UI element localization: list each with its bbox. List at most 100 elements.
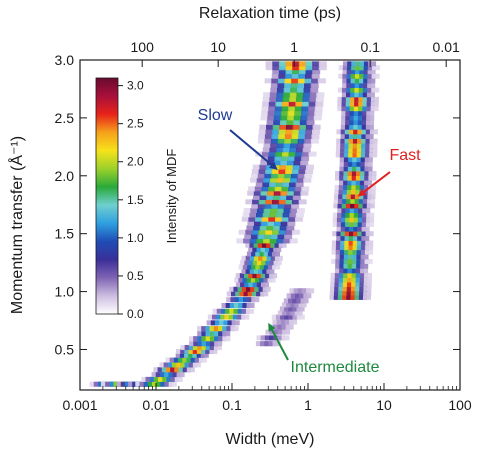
heatmap-cell [260,160,269,166]
heatmap-cell [275,101,284,107]
colorbar-tick-label: 1.5 [127,193,144,207]
heatmap-cell [293,115,302,121]
heatmap-cell [300,190,309,196]
heatmap-cell [361,240,370,246]
heatmap-cell [186,357,195,363]
heatmap-cell [340,221,349,227]
heatmap-cell [213,345,222,351]
heatmap-cell [299,124,308,130]
heatmap-cell [363,189,372,195]
heatmap-cell [350,203,359,209]
heatmap-cell [283,177,292,183]
heatmap-cell [165,357,174,363]
heatmap-cell [155,372,164,378]
heatmap-cell [238,277,247,283]
heatmap-cell [230,297,239,303]
heatmap-cell [261,186,270,192]
heatmap-cell [271,229,280,235]
heatmap-cell [341,96,350,102]
heatmap-cell [351,166,360,172]
heatmap-cell [286,310,295,316]
heatmap-cell [276,177,285,183]
heatmap-cell [351,184,360,190]
x-tick-label: 1 [304,397,312,413]
heatmap-cell [213,331,222,337]
heatmap-cell [261,110,270,116]
heatmap-cell [265,229,274,235]
heatmap-cell [343,170,352,176]
heatmap-cell [349,124,358,130]
heatmap-cell [252,199,261,205]
heatmap-cell [367,73,376,79]
heatmap-cell [348,143,357,149]
heatmap-cell [252,273,261,279]
heatmap-cell [277,138,286,144]
heatmap-cell [269,181,278,187]
heatmap-cell [345,96,354,102]
heatmap-cell [343,184,352,190]
colorbar-tick-label: 3.0 [127,79,144,93]
heatmap-cell [272,69,281,75]
heatmap-cell [253,255,262,261]
heatmap-cell [269,147,278,153]
heatmap-cell [370,106,379,112]
heatmap-cell [192,362,201,368]
heatmap-cell [230,291,239,297]
heatmap-cell [304,82,313,88]
heatmap-cell [340,147,349,153]
heatmap-cell [241,286,250,292]
heatmap-cell [336,235,345,241]
heatmap-cell [360,268,369,274]
heatmap-cell [260,115,269,121]
heatmap-cell [348,231,357,237]
heatmap-cell [309,96,318,102]
heatmap-cell [361,129,370,135]
heatmap-cell [217,326,226,332]
heatmap-cell [244,282,253,288]
heatmap-cell [226,291,235,297]
heatmap-cell [273,225,282,231]
heatmap-cell [287,190,296,196]
heatmap-cell [241,268,250,274]
heatmap-cell [360,147,369,153]
heatmap-cell [267,277,276,283]
heatmap-cell [352,258,361,264]
heatmap-cell [349,129,358,135]
heatmap-cell [269,92,278,98]
heatmap-cell [304,78,313,84]
heatmap-cell [295,181,304,187]
heatmap-cell [364,180,373,186]
heatmap-cell [188,362,197,368]
heatmap-cell [342,198,351,204]
heatmap-cell [337,101,346,107]
heatmap-cell [365,133,374,139]
heatmap-cell [340,235,349,241]
heatmap-cell [255,264,264,270]
heatmap-cell [289,238,298,244]
heatmap-cell [256,208,265,214]
heatmap-cell [259,225,268,231]
heatmap-cell [89,381,98,387]
heatmap-cell [350,73,359,79]
heatmap-cell [358,208,367,214]
heatmap-cell [348,245,357,251]
heatmap-cell [337,294,346,300]
heatmap-cell [357,226,366,232]
heatmap-cell [318,65,327,71]
heatmap-cell [271,168,280,174]
heatmap-cell [259,251,268,257]
heatmap-cell [256,273,265,279]
heatmap-cell [305,124,314,130]
heatmap-cell [270,234,279,240]
heatmap-cell [253,190,262,196]
heatmap-cell [270,242,279,248]
heatmap-cell [222,326,231,332]
heatmap-cell [346,78,355,84]
heatmap-cell [342,194,351,200]
heatmap-cell [93,381,102,387]
heatmap-cell [349,226,358,232]
heatmap-cell [346,294,355,300]
x-axis-ticks: 0.001 0.01 0.1 1 10 100 [62,383,472,413]
heatmap-cell [367,65,376,71]
heatmap-cell [339,263,348,269]
